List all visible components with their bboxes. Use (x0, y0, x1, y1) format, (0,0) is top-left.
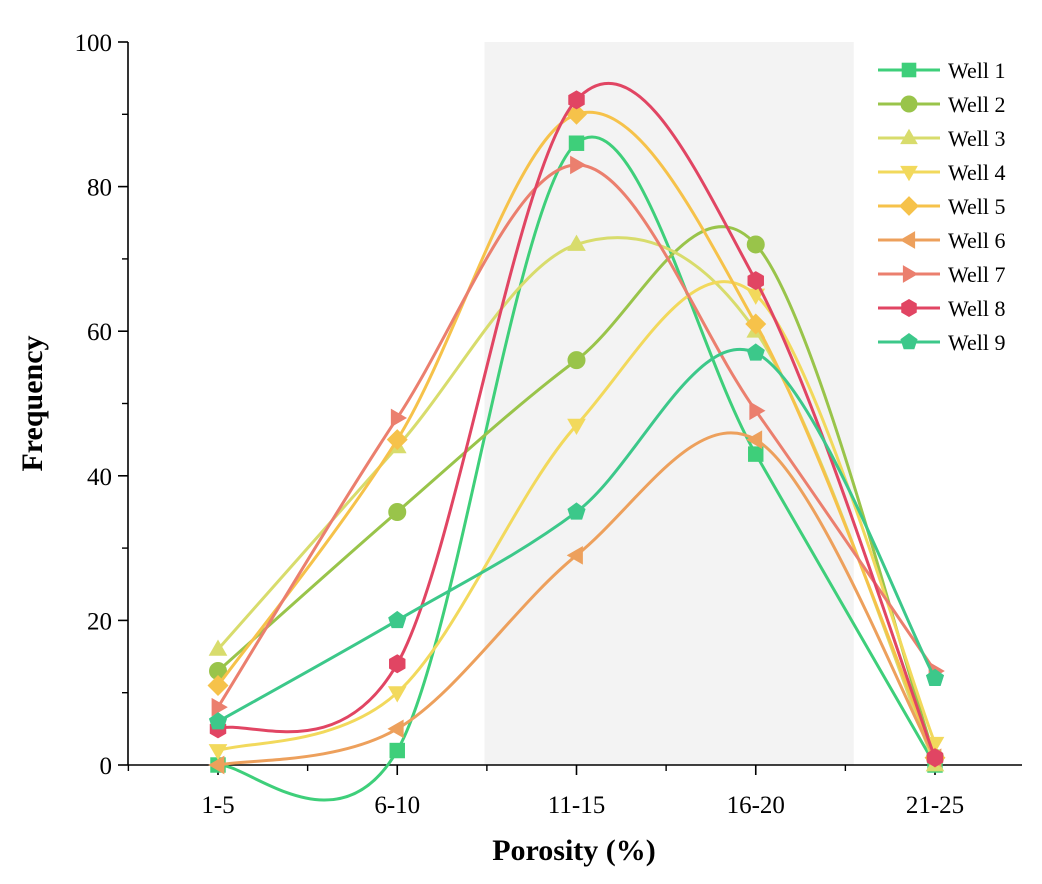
axes: 0 20 40 60 80 100 1-5 6-10 11-15 16-20 21-25 (75, 30, 1022, 819)
legend-item-well-8: Well 8 (878, 296, 1006, 321)
legend-marker-well-8 (901, 299, 917, 317)
legend-label-well-5: Well 5 (948, 194, 1006, 219)
legend-item-well-3: Well 3 (878, 126, 1006, 151)
legend-label-well-2: Well 2 (948, 92, 1006, 117)
legend-label-well-4: Well 4 (948, 160, 1006, 185)
data-point-well-2-16-20 (746, 235, 765, 254)
series-well-9 (208, 343, 945, 730)
data-point-well-4-6-10 (387, 686, 407, 703)
series-line-well-2 (217, 225, 937, 759)
y-tick-label: 100 (75, 30, 113, 57)
data-point-well-3-11-15 (567, 234, 586, 251)
data-point-well-9-16-20 (746, 343, 765, 361)
y-tick-label: 60 (87, 319, 112, 346)
legend-item-well-4: Well 4 (878, 160, 1006, 185)
legend-item-well-7: Well 7 (878, 262, 1006, 287)
legend: Well 1 Well 2 Well 3 Well 4 Well 5 Well 6 Well… (878, 58, 1006, 355)
legend-marker-well-1 (901, 62, 917, 78)
data-point-well-6-6-10 (387, 719, 404, 739)
legend-label-well-1: Well 1 (948, 58, 1006, 83)
legend-marker-well-9 (900, 332, 918, 350)
legend-label-well-9: Well 9 (948, 330, 1006, 355)
legend-label-well-6: Well 6 (948, 228, 1006, 253)
data-point-well-7-1-5 (211, 697, 228, 717)
data-point-well-8-16-20 (747, 271, 764, 291)
legend-item-well-9: Well 9 (878, 330, 1006, 355)
data-point-well-6-16-20 (745, 430, 763, 449)
legend-marker-well-2 (900, 95, 918, 113)
data-point-well-8-21-25 (926, 748, 944, 768)
legend-label-well-7: Well 7 (948, 262, 1006, 287)
x-tick-label: 11-15 (548, 792, 605, 819)
data-point-well-5-16-20 (745, 313, 767, 335)
data-point-well-4-11-15 (567, 418, 586, 435)
x-tick-label: 16-20 (727, 792, 785, 819)
data-point-well-9-11-15 (567, 502, 586, 520)
y-axis-title: Frequency (16, 335, 49, 471)
data-point-well-1-16-20 (748, 446, 764, 462)
data-point-well-3-1-5 (208, 639, 228, 656)
y-tick-label: 0 (100, 753, 113, 780)
series-line-well-9 (217, 348, 937, 723)
legend-label-well-8: Well 8 (948, 296, 1006, 321)
legend-item-well-6: Well 6 (878, 228, 1006, 253)
data-point-well-8-11-15 (568, 90, 585, 110)
x-tick-label: 1-5 (201, 792, 234, 819)
y-tick-label: 80 (87, 175, 112, 202)
data-point-well-5-6-10 (386, 429, 408, 451)
series-line-well-4 (217, 280, 937, 752)
series-well-4 (208, 280, 945, 761)
data-point-well-1-6-10 (389, 742, 405, 759)
legend-marker-well-7 (902, 265, 919, 283)
x-axis-title: Porosity (%) (492, 834, 656, 867)
data-point-well-7-6-10 (390, 408, 408, 428)
data-point-well-8-6-10 (389, 654, 406, 674)
data-point-well-9-21-25 (925, 668, 945, 686)
legend-marker-well-4 (900, 165, 918, 182)
x-tick-label: 6-10 (374, 792, 420, 819)
legend-item-well-5: Well 5 (878, 194, 1006, 219)
legend-label-well-3: Well 3 (948, 126, 1006, 151)
legend-marker-well-6 (899, 231, 916, 249)
data-point-well-7-11-15 (570, 155, 587, 175)
legend-item-well-1: Well 1 (878, 58, 1006, 83)
series-line-well-6 (217, 431, 937, 767)
x-tick-label: 21-25 (906, 792, 964, 819)
data-point-well-2-6-10 (388, 502, 407, 521)
data-point-well-4-1-5 (208, 744, 228, 761)
data-point-well-5-1-5 (207, 674, 229, 696)
series-layer (207, 82, 946, 802)
legend-marker-well-5 (899, 196, 919, 216)
y-tick-label: 20 (87, 608, 112, 635)
data-point-well-6-11-15 (566, 545, 583, 565)
legend-item-well-2: Well 2 (878, 92, 1006, 117)
legend-marker-well-3 (900, 128, 918, 145)
data-point-well-9-1-5 (208, 712, 228, 730)
data-point-well-1-11-15 (568, 135, 585, 151)
data-point-well-6-1-5 (208, 755, 225, 775)
data-point-well-7-16-20 (749, 401, 766, 421)
data-point-well-9-6-10 (388, 610, 407, 629)
y-tick-label: 40 (87, 464, 112, 491)
data-point-well-2-11-15 (567, 351, 586, 370)
